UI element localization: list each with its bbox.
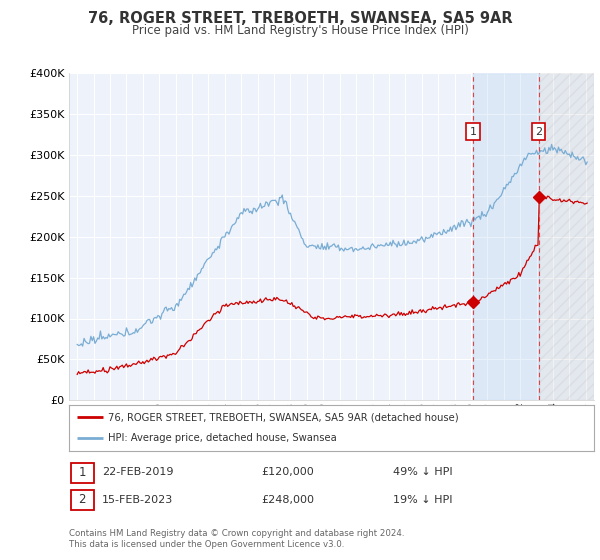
Text: 2: 2	[535, 127, 542, 137]
Text: 49% ↓ HPI: 49% ↓ HPI	[393, 467, 452, 477]
Text: 1: 1	[469, 127, 476, 137]
Text: 22-FEB-2019: 22-FEB-2019	[102, 467, 173, 477]
Text: £248,000: £248,000	[261, 494, 314, 505]
Bar	[539, 73, 594, 400]
Text: Contains HM Land Registry data © Crown copyright and database right 2024.
This d: Contains HM Land Registry data © Crown c…	[69, 529, 404, 549]
Text: Price paid vs. HM Land Registry's House Price Index (HPI): Price paid vs. HM Land Registry's House …	[131, 24, 469, 36]
Text: 15-FEB-2023: 15-FEB-2023	[102, 494, 173, 505]
Text: 2: 2	[79, 493, 86, 506]
Text: 76, ROGER STREET, TREBOETH, SWANSEA, SA5 9AR (detached house): 76, ROGER STREET, TREBOETH, SWANSEA, SA5…	[109, 412, 459, 422]
Text: 19% ↓ HPI: 19% ↓ HPI	[393, 494, 452, 505]
Text: 76, ROGER STREET, TREBOETH, SWANSEA, SA5 9AR: 76, ROGER STREET, TREBOETH, SWANSEA, SA5…	[88, 11, 512, 26]
Text: HPI: Average price, detached house, Swansea: HPI: Average price, detached house, Swan…	[109, 433, 337, 444]
Text: 1: 1	[79, 465, 86, 479]
Text: £120,000: £120,000	[261, 467, 314, 477]
Bar	[473, 73, 539, 400]
